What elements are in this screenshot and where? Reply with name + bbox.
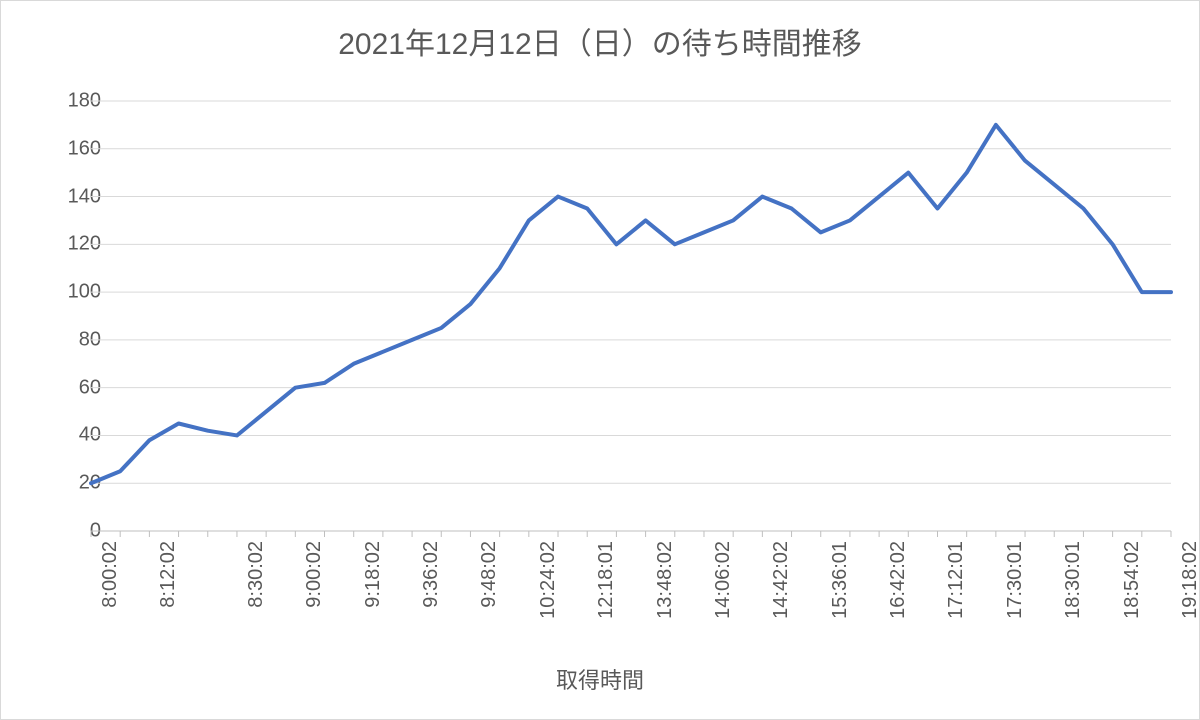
x-tick-label: 18:30:01 bbox=[1062, 541, 1085, 661]
x-tick-label: 13:48:02 bbox=[654, 541, 677, 661]
y-tick-label: 100 bbox=[21, 281, 101, 304]
x-axis-title: 取得時間 bbox=[1, 663, 1199, 695]
x-tick-label: 18:54:02 bbox=[1121, 541, 1144, 661]
chart-title: 2021年12月12日（日）の待ち時間推移 bbox=[1, 19, 1199, 63]
line-chart: 2021年12月12日（日）の待ち時間推移 020406080100120140… bbox=[0, 0, 1200, 720]
x-tick-label: 17:30:01 bbox=[1004, 541, 1027, 661]
data-line bbox=[91, 125, 1171, 483]
plot-area bbox=[91, 101, 1171, 531]
x-tick-label: 9:36:02 bbox=[420, 541, 443, 661]
y-tick-label: 140 bbox=[21, 185, 101, 208]
x-tick-label: 12:18:01 bbox=[595, 541, 618, 661]
x-tick-label: 8:30:02 bbox=[245, 541, 268, 661]
x-tick-label: 19:18:02 bbox=[1179, 541, 1200, 661]
x-tick-label: 15:36:01 bbox=[829, 541, 852, 661]
y-tick-label: 120 bbox=[21, 233, 101, 256]
y-tick-label: 160 bbox=[21, 137, 101, 160]
y-tick-label: 180 bbox=[21, 90, 101, 113]
y-tick-label: 80 bbox=[21, 328, 101, 351]
x-tick-label: 14:06:02 bbox=[712, 541, 735, 661]
y-tick-label: 40 bbox=[21, 424, 101, 447]
chart-svg bbox=[91, 101, 1171, 531]
x-tick-label: 14:42:02 bbox=[770, 541, 793, 661]
y-tick-label: 60 bbox=[21, 376, 101, 399]
x-tick-label: 9:48:02 bbox=[478, 541, 501, 661]
x-tick-label: 10:24:02 bbox=[537, 541, 560, 661]
x-tick-label: 9:00:02 bbox=[303, 541, 326, 661]
y-tick-label: 0 bbox=[21, 520, 101, 543]
x-tick-label: 17:12:01 bbox=[945, 541, 968, 661]
x-tick-label: 8:00:02 bbox=[99, 541, 122, 661]
x-tick-label: 8:12:02 bbox=[157, 541, 180, 661]
x-tick-label: 16:42:02 bbox=[887, 541, 910, 661]
x-tick-label: 9:18:02 bbox=[362, 541, 385, 661]
